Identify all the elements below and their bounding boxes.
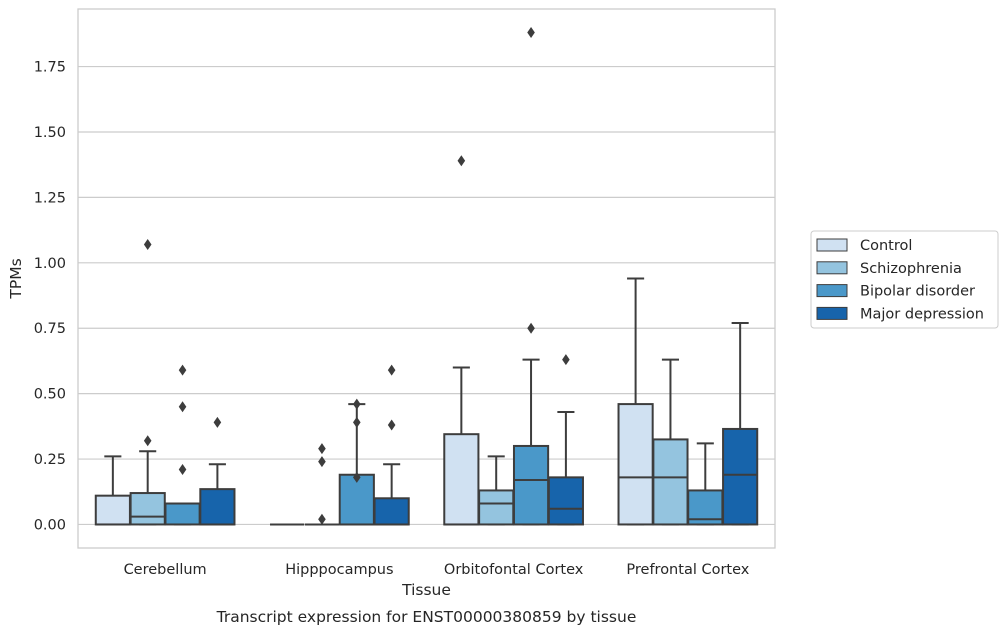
legend-frame bbox=[810, 230, 999, 329]
box-group bbox=[687, 442, 724, 526]
box bbox=[199, 488, 236, 526]
outlier-point bbox=[353, 471, 361, 483]
legend-swatch bbox=[816, 238, 848, 252]
series-control bbox=[94, 155, 654, 526]
box bbox=[94, 494, 131, 526]
box bbox=[129, 492, 166, 526]
legend-swatch bbox=[816, 306, 848, 320]
outlier-point bbox=[562, 354, 570, 366]
box-group bbox=[512, 27, 550, 526]
box-group bbox=[129, 238, 166, 526]
box bbox=[338, 473, 375, 526]
legend-swatch bbox=[816, 261, 848, 275]
outlier-point bbox=[178, 464, 187, 476]
y-axis-label: TPMs bbox=[7, 258, 25, 299]
y-tick-label: 0.00 bbox=[34, 517, 66, 533]
box-group bbox=[373, 364, 410, 526]
box bbox=[547, 476, 584, 526]
box-group bbox=[164, 364, 201, 526]
outlier-point bbox=[318, 513, 326, 525]
legend-swatch bbox=[816, 284, 848, 298]
box-group bbox=[652, 358, 689, 526]
outlier-point bbox=[318, 443, 326, 455]
y-tick-label: 1.25 bbox=[34, 190, 66, 206]
x-axis-ticks: Cerebellum Hipppocampus Orbitofontal Corte… bbox=[124, 562, 750, 578]
outlier-point bbox=[318, 456, 326, 468]
box bbox=[652, 438, 689, 526]
box bbox=[164, 502, 201, 526]
box-group bbox=[547, 354, 584, 526]
y-tick-label: 1.75 bbox=[34, 60, 66, 76]
x-tick-label: Hipppocampus bbox=[285, 562, 393, 578]
box-group bbox=[443, 155, 480, 526]
y-tick-label: 0.75 bbox=[34, 321, 66, 337]
legend-label: Major depression bbox=[860, 306, 984, 322]
plot-area-frame bbox=[77, 8, 776, 549]
outlier-point bbox=[387, 364, 396, 376]
y-tick-label: 0.25 bbox=[34, 452, 66, 468]
grid-lines bbox=[78, 65, 775, 526]
box bbox=[512, 444, 550, 526]
outlier-point bbox=[353, 398, 361, 410]
box-group bbox=[478, 455, 515, 526]
x-axis-label: Tissue bbox=[401, 581, 451, 599]
outlier-point bbox=[527, 27, 535, 39]
box-group bbox=[617, 277, 654, 526]
legend: Control Schizophrenia Bipolar disorder Majo… bbox=[810, 230, 999, 329]
box bbox=[373, 497, 410, 526]
legend-label: Control bbox=[860, 238, 912, 254]
outlier-point bbox=[213, 416, 222, 428]
y-tick-label: 1.50 bbox=[34, 125, 66, 141]
box bbox=[443, 433, 480, 526]
box-series bbox=[94, 27, 759, 526]
box-group bbox=[338, 398, 375, 526]
y-axis-ticks: 0.00 0.25 0.50 0.75 1.00 1.25 1.50 1.75 bbox=[34, 60, 66, 534]
box-group bbox=[199, 416, 236, 526]
box-group bbox=[94, 455, 131, 526]
y-tick-label: 1.00 bbox=[34, 256, 66, 272]
outlier-point bbox=[143, 238, 152, 250]
outlier-point bbox=[143, 435, 152, 447]
box bbox=[617, 403, 654, 526]
series-bipolar-disorder bbox=[164, 27, 724, 526]
box-group bbox=[304, 443, 340, 526]
chart-caption: Transcript expression for ENST0000038085… bbox=[216, 608, 637, 626]
legend-label: Bipolar disorder bbox=[860, 284, 975, 300]
x-tick-label: Cerebellum bbox=[124, 562, 207, 578]
series-major-depression bbox=[199, 321, 759, 526]
outlier-point bbox=[457, 155, 466, 167]
y-tick-label: 0.50 bbox=[34, 387, 66, 403]
box bbox=[722, 427, 759, 526]
outlier-point bbox=[353, 416, 361, 428]
outlier-point bbox=[178, 401, 187, 413]
box bbox=[478, 489, 515, 526]
x-tick-label: Prefrontal Cortex bbox=[626, 562, 749, 578]
box-group bbox=[722, 321, 759, 526]
outlier-point bbox=[387, 419, 396, 431]
outlier-point bbox=[527, 322, 535, 334]
x-tick-label: Orbitofontal Cortex bbox=[444, 562, 584, 578]
legend-label: Schizophrenia bbox=[860, 261, 962, 277]
outlier-point bbox=[178, 364, 187, 376]
series-schizophrenia bbox=[129, 238, 689, 526]
